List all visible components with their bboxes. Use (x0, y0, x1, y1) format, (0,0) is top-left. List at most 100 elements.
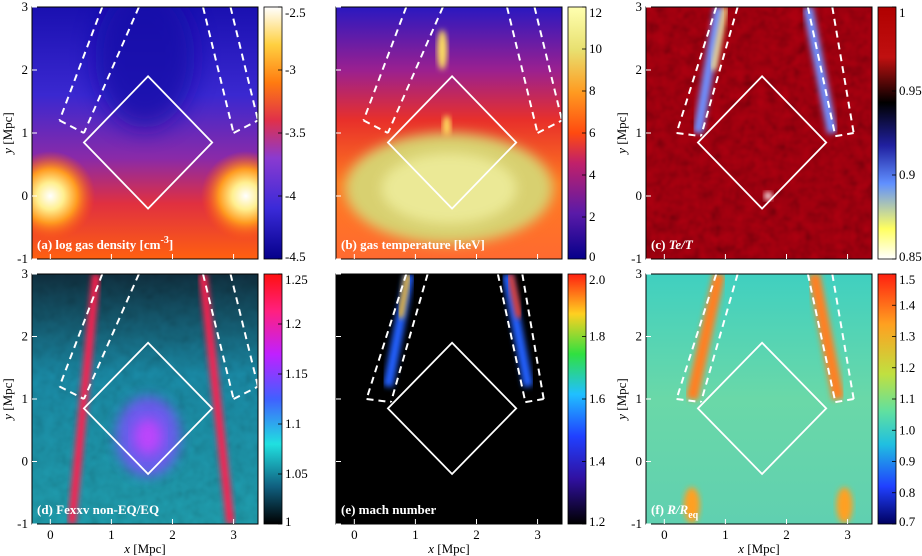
panel-c-map (646, 7, 872, 259)
y-axis-label: y [Mpc] (0, 112, 15, 156)
panel-b-map (336, 7, 562, 259)
y-tick-label: 1 (22, 125, 29, 140)
y-tick-label: 1 (22, 391, 29, 406)
panel-c-label: (c) Te/T (651, 237, 694, 252)
colorbar-tick-label: -3 (285, 62, 296, 77)
x-axis-label: x [Mpc] (737, 541, 780, 556)
y-tick-label: -1 (631, 251, 642, 266)
panel-e: (e) mach number 0 1 2 3 x [Mpc] 2.0 1.8 1.6 1.4 1.… (335, 272, 606, 556)
colorbar-tick-label: 4 (589, 167, 596, 182)
y-tick-label: 0 (22, 454, 29, 469)
panel-b-label: (b) gas temperature [keV] (341, 237, 485, 252)
colorbar-d: 1.25 1.2 1.15 1.1 1.05 1 (263, 272, 308, 529)
y-axis-label: y [Mpc] (0, 378, 15, 422)
colorbar-a: -2.5 -3 -3.5 -4 -4.5 (263, 5, 306, 264)
x-tick-label: 3 (844, 527, 851, 542)
panel-e-label: (e) mach number (341, 502, 437, 517)
colorbar-tick-label: 10 (589, 41, 602, 56)
colorbar-tick-label: 1.1 (285, 416, 301, 431)
colorbar-tick-label: 1.8 (589, 329, 605, 344)
colorbar-tick-label: -4 (285, 188, 296, 203)
x-tick-label: 1 (108, 527, 115, 542)
y-tick-label: 2 (22, 62, 29, 77)
y-tick-label: 0 (22, 188, 29, 203)
y-tick-label: -1 (631, 516, 642, 531)
x-tick-label: 2 (473, 527, 480, 542)
y-tick-label: 2 (636, 329, 643, 344)
colorbar-tick-label: 1.0 (899, 422, 915, 437)
panel-d-label: (d) Fexxv non-EQ/EQ (37, 502, 159, 517)
x-axis-label: x [Mpc] (427, 541, 470, 556)
y-tick-label: 0 (636, 188, 643, 203)
panel-f-label: (f) R/Req (651, 502, 699, 521)
x-tick-label: 2 (169, 527, 176, 542)
colorbar-tick-label: 1.5 (899, 272, 915, 287)
colorbar-tick-label: 0 (589, 249, 596, 264)
colorbar-tick-label: 1.2 (589, 514, 605, 529)
colorbar-tick-label: 8 (589, 83, 596, 98)
x-tick-label: 1 (722, 527, 729, 542)
y-axis-label: y [Mpc] (614, 112, 629, 156)
y-tick-label: 3 (636, 0, 643, 14)
panel-a-map (32, 7, 258, 259)
colorbar-tick-label: 1.05 (285, 466, 308, 481)
colorbar-e: 2.0 1.8 1.6 1.4 1.2 (567, 272, 606, 529)
colorbar-tick-label: 1.2 (899, 360, 915, 375)
colorbar-tick-label: 1.25 (285, 272, 308, 287)
colorbar-tick-label: 12 (589, 5, 602, 20)
colorbar-tick-label: 1.3 (899, 329, 915, 344)
y-tick-label: 3 (636, 266, 643, 281)
x-tick-label: 2 (783, 527, 790, 542)
colorbar-tick-label: 2.0 (589, 272, 605, 287)
x-axis-label: x [Mpc] (123, 541, 166, 556)
colorbar-tick-label: 0.85 (899, 249, 922, 264)
panel-e-map (336, 274, 562, 524)
colorbar-tick-label: 6 (589, 125, 596, 140)
x-tick-label: 3 (230, 527, 237, 542)
y-tick-label: 1 (636, 391, 643, 406)
panel-a: (a) log gas density [cm-3] 3 2 1 0 -1 y [Mpc] -… (0, 0, 306, 266)
colorbar-tick-label: 0.9 (899, 454, 915, 469)
colorbar-tick-label: 0.95 (899, 83, 922, 98)
colorbar-tick-label: -3.5 (285, 125, 306, 140)
colorbar-tick-label: 1 (285, 514, 292, 529)
colorbar-tick-label: 2 (589, 209, 596, 224)
y-tick-label: 2 (22, 329, 29, 344)
colorbar-tick-label: 1.1 (899, 391, 915, 406)
colorbar-tick-label: 0.7 (899, 514, 916, 529)
panel-d: (d) Fexxv non-EQ/EQ 3 2 1 0 -1 y [Mpc] 0 1 2 3 x [M… (0, 266, 308, 556)
y-tick-label: -1 (17, 516, 28, 531)
y-tick-label: -1 (17, 251, 28, 266)
y-tick-label: 3 (22, 266, 29, 281)
panel-d-map (32, 274, 258, 524)
colorbar-tick-label: -4.5 (285, 249, 306, 264)
y-tick-label: 1 (636, 125, 643, 140)
colorbar-tick-label: 1.4 (899, 297, 916, 312)
colorbar-tick-label: 0.8 (899, 485, 915, 500)
colorbar-tick-label: 1.4 (589, 454, 606, 469)
x-tick-label: 0 (661, 527, 668, 542)
panel-a-label: (a) log gas density [cm-3] (37, 235, 173, 252)
x-tick-label: 0 (47, 527, 54, 542)
panel-b: (b) gas temperature [keV] 12 10 8 6 4 2 0 (335, 5, 602, 264)
y-tick-label: 2 (636, 62, 643, 77)
y-tick-label: 3 (22, 0, 29, 14)
y-tick-label: 0 (636, 454, 643, 469)
colorbar-tick-label: 1.15 (285, 366, 308, 381)
colorbar-b: 12 10 8 6 4 2 0 (567, 5, 602, 264)
colorbar-c: 1 0.95 0.9 0.85 (877, 5, 922, 264)
colorbar-f: 1.5 1.4 1.3 1.2 1.1 1.0 0.9 0.8 0.7 (877, 272, 916, 529)
x-tick-label: 0 (351, 527, 358, 542)
y-axis-label: y [Mpc] (614, 378, 629, 422)
panel-c: (c) Te/T 3 2 1 0 -1 y [Mpc] 1 0.95 0.9 0.85 (614, 0, 922, 266)
x-tick-label: 3 (534, 527, 541, 542)
colorbar-tick-label: 1 (899, 5, 906, 20)
panel-f-map (646, 274, 872, 524)
colorbar-tick-label: 1.2 (285, 316, 301, 331)
x-tick-label: 1 (412, 527, 419, 542)
colorbar-tick-label: -2.5 (285, 5, 306, 20)
colorbar-tick-label: 1.6 (589, 391, 606, 406)
colorbar-tick-label: 0.9 (899, 167, 915, 182)
